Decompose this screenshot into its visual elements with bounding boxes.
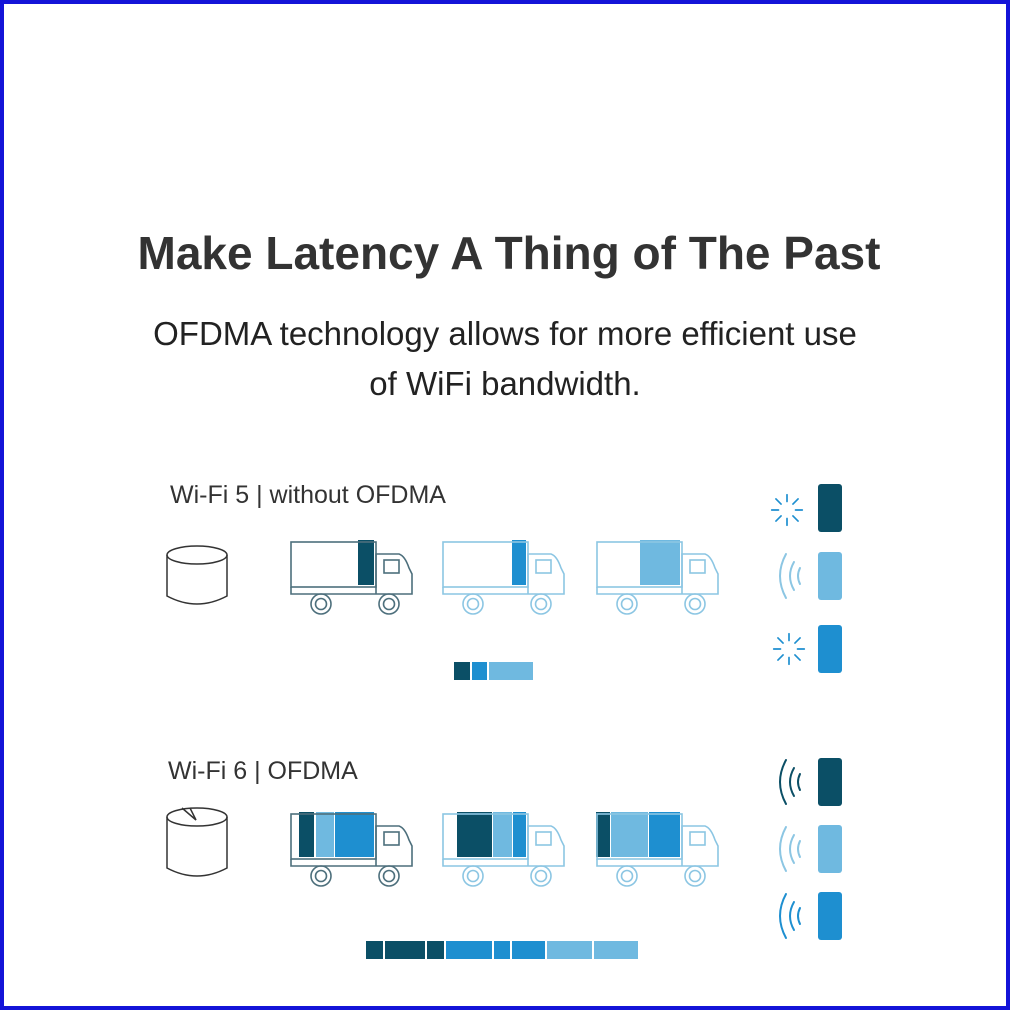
subtitle-line: OFDMA technology allows for more efficie…: [153, 315, 857, 352]
phone: [818, 758, 842, 806]
phone: [818, 625, 842, 673]
bandwidth-bar: [366, 941, 638, 959]
section-label: Wi-Fi 5 | without OFDMA: [170, 481, 446, 509]
wifi-waves: [779, 826, 801, 872]
wifi-waves: [779, 893, 801, 939]
truck: [290, 541, 413, 615]
title: Make Latency A Thing of The Past: [138, 227, 881, 279]
cargo: [596, 812, 680, 857]
bandwidth-bar: [454, 662, 533, 680]
cargo: [512, 540, 526, 585]
cargo: [640, 540, 680, 585]
phone: [818, 825, 842, 873]
subtitle-line: of WiFi bandwidth.: [369, 365, 640, 402]
router: [166, 807, 228, 877]
phone: [818, 484, 842, 532]
wifi-waves: [779, 553, 801, 599]
wifi-waves: [779, 759, 801, 805]
infographic: Make Latency A Thing of The Past OFDMA t…: [138, 227, 881, 959]
cargo: [299, 812, 374, 857]
phone: [818, 552, 842, 600]
cargo: [457, 812, 526, 857]
waiting-icon: [772, 632, 806, 666]
router: [166, 545, 228, 605]
truck: [442, 541, 565, 615]
section-label: Wi-Fi 6 | OFDMA: [168, 757, 358, 785]
waiting-icon: [770, 493, 804, 527]
cargo: [358, 540, 374, 585]
phone: [818, 892, 842, 940]
